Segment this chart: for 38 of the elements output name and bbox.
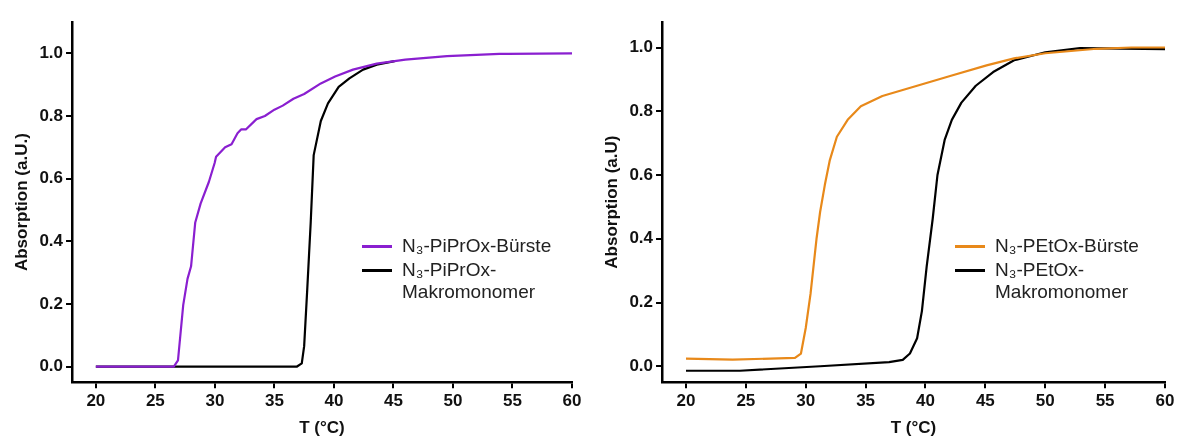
x-tick-label: 25 (145, 391, 165, 411)
x-tick-label: 55 (1095, 391, 1115, 411)
x-tick-label: 50 (1035, 391, 1055, 411)
x-tick-label: 35 (856, 391, 876, 411)
x-tick-label: 40 (324, 391, 344, 411)
y-tick-label: 0.2 (39, 293, 64, 313)
y-tick-label: 0.4 (39, 230, 64, 250)
x-axis-title: T (°C) (890, 418, 937, 438)
y-tick-label: 0.8 (629, 100, 654, 120)
y-tick-label: 0.0 (39, 356, 64, 376)
x-tick-label: 30 (205, 391, 225, 411)
y-tick-label: 0.0 (629, 355, 654, 375)
x-tick-label: 60 (1155, 391, 1175, 411)
y-axis-title: Absorption (a.U) (601, 135, 621, 269)
x-axis-title: T (°C) (299, 418, 345, 438)
x-tick-label: 40 (916, 391, 935, 411)
legend-label: N₃-PiPrOx-Makromonomer (402, 259, 537, 303)
y-tick-label: 0.6 (629, 164, 654, 184)
x-tick-label: 20 (86, 391, 106, 411)
y-tick-label: 0.4 (629, 228, 654, 248)
x-tick-label: 30 (796, 391, 816, 411)
x-tick-label: 45 (383, 391, 403, 411)
x-tick-label: 45 (975, 391, 995, 411)
y-tick-label: 1.0 (39, 43, 64, 63)
legend-label: N₃-PiPrOx-Bürste (402, 235, 553, 257)
y-axis-title: Absorption (a.U.) (11, 133, 31, 272)
x-tick-label: 25 (736, 391, 756, 411)
y-tick-label: 0.8 (39, 105, 64, 125)
y-tick-label: 0.6 (39, 168, 64, 188)
legend-label: N₃-PEtOx-Makromonomer (995, 259, 1130, 303)
x-tick-label: 55 (503, 391, 522, 411)
x-tick-label: 20 (676, 391, 696, 411)
x-tick-label: 60 (562, 391, 582, 411)
legend-label: N₃-PEtOx-Bürste (995, 235, 1140, 257)
y-tick-label: 1.0 (629, 37, 654, 57)
y-tick-label: 0.2 (629, 292, 654, 312)
x-tick-label: 50 (443, 391, 463, 411)
x-tick-label: 35 (264, 391, 284, 411)
